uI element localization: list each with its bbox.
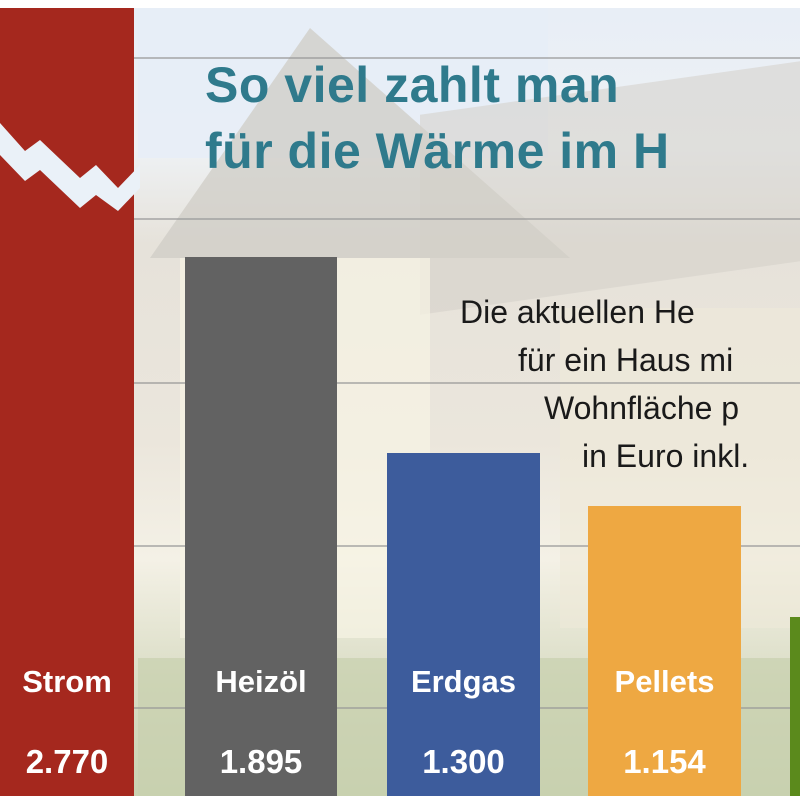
subtitle-line-2: für ein Haus mi [518, 342, 734, 378]
chart-title-line-1: So viel zahlt man [205, 57, 620, 113]
bar-fifth-partial [790, 617, 800, 796]
gridline [0, 57, 800, 59]
chart-title-line-2: für die Wärme im H [205, 123, 670, 179]
bar-pellets: Pellets 1.154 [588, 506, 741, 796]
axis-break-zigzag-icon [0, 123, 140, 211]
subtitle-line-3: Wohnfläche p [544, 390, 740, 426]
chart-area: Strom 2.770 Heizöl 1.895 Erdgas 1.300 Pe… [0, 8, 800, 796]
bar-value-strom: 2.770 [25, 743, 109, 780]
bar-value-erdgas: 1.300 [422, 743, 505, 780]
chart-subtitle: Die aktuellen He für ein Haus mi Wohnflä… [460, 288, 800, 480]
bar-value-heizoel: 1.895 [219, 743, 303, 780]
bar-erdgas: Erdgas 1.300 [387, 453, 540, 796]
bar-strom: Strom 2.770 [0, 8, 134, 796]
gridline [0, 218, 800, 220]
chart-title: So viel zahlt man für die Wärme im H [205, 52, 670, 184]
bar-label-heizoel: Heizöl [215, 664, 307, 699]
bar-heizoel: Heizöl 1.895 [185, 257, 337, 796]
bar-label-erdgas: Erdgas [410, 664, 517, 699]
subtitle-line-1: Die aktuellen He [460, 294, 695, 330]
bar-label-strom: Strom [22, 664, 112, 699]
subtitle-line-4: in Euro inkl. [582, 438, 750, 474]
bar-value-pellets: 1.154 [623, 743, 706, 780]
bar-label-pellets: Pellets [614, 664, 715, 699]
gridline [0, 382, 800, 384]
